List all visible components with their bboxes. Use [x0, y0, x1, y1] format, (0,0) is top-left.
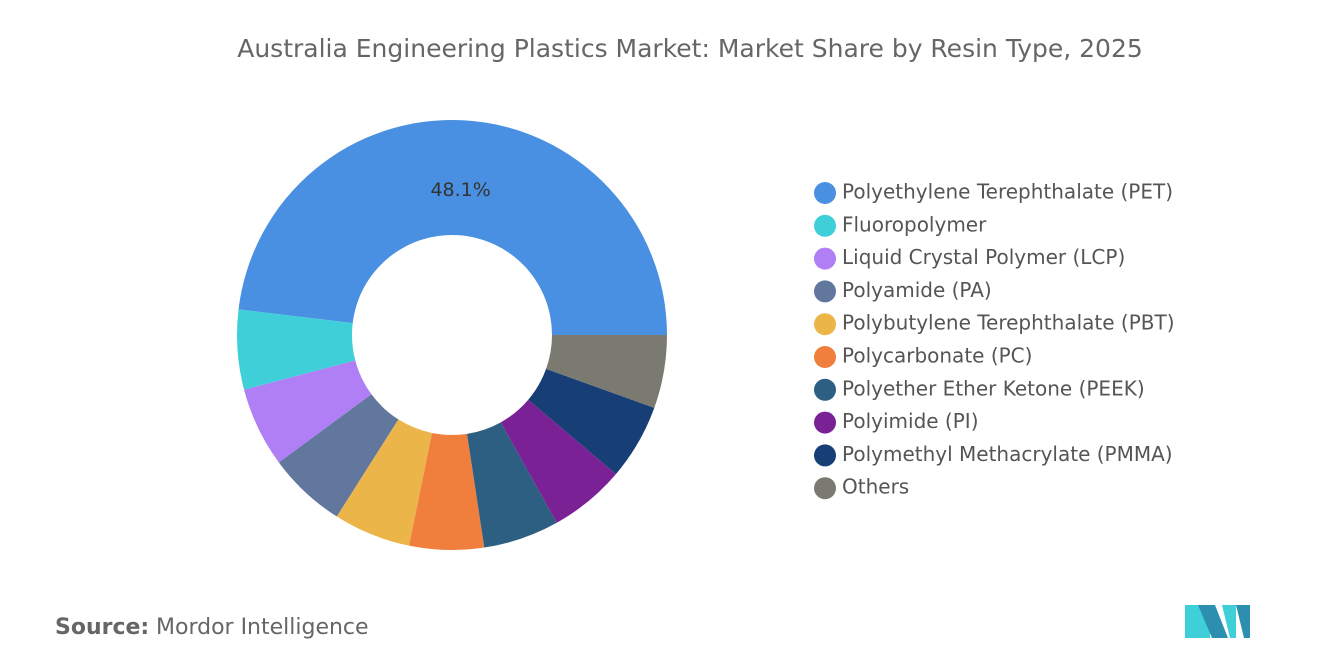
legend-swatch — [814, 247, 836, 270]
chart-title: Australia Engineering Plastics Market: M… — [237, 34, 1143, 63]
slice — [467, 422, 557, 548]
slice — [336, 419, 433, 546]
slice — [500, 399, 616, 523]
slice — [237, 309, 356, 390]
legend-label: Fluoropolymer — [842, 212, 987, 236]
legend-swatch — [814, 182, 836, 204]
source-label: Source: — [55, 615, 149, 640]
legend-swatch — [814, 444, 836, 467]
legend-swatch — [814, 378, 836, 401]
slice — [528, 368, 655, 475]
logo-part — [1222, 605, 1236, 638]
legend-label: Polyethylene Terephthalate (PET) — [842, 180, 1173, 204]
legend-label: Others — [842, 475, 909, 499]
legend-swatch — [814, 346, 836, 368]
legend-swatch — [814, 280, 836, 303]
legend-swatch — [814, 411, 836, 434]
slice — [546, 335, 667, 408]
legend-label: Polybutylene Terephthalate (PBT) — [842, 311, 1175, 335]
logo-part — [1198, 605, 1228, 638]
logo — [1185, 605, 1250, 638]
slice — [409, 432, 485, 550]
legend-label: Polycarbonate (PC) — [842, 344, 1032, 368]
logo-part — [1236, 605, 1250, 638]
legend-swatch — [814, 214, 836, 237]
legend-label: Liquid Crystal Polymer (LCP) — [842, 245, 1125, 269]
legend-swatch — [814, 477, 836, 500]
slice — [238, 119, 667, 335]
slice — [244, 360, 372, 463]
legend-label: Polyether Ether Ketone (PEEK) — [842, 376, 1145, 400]
legend-swatch — [814, 313, 836, 336]
slice — [278, 394, 399, 517]
source: Mordor Intelligence — [156, 615, 369, 640]
data-label: 48.1% — [430, 179, 490, 201]
legend-label: Polymethyl Methacrylate (PMMA) — [842, 442, 1173, 466]
legend-label: Polyamide (PA) — [842, 278, 992, 302]
legend-label: Polyimide (PI) — [842, 409, 979, 433]
